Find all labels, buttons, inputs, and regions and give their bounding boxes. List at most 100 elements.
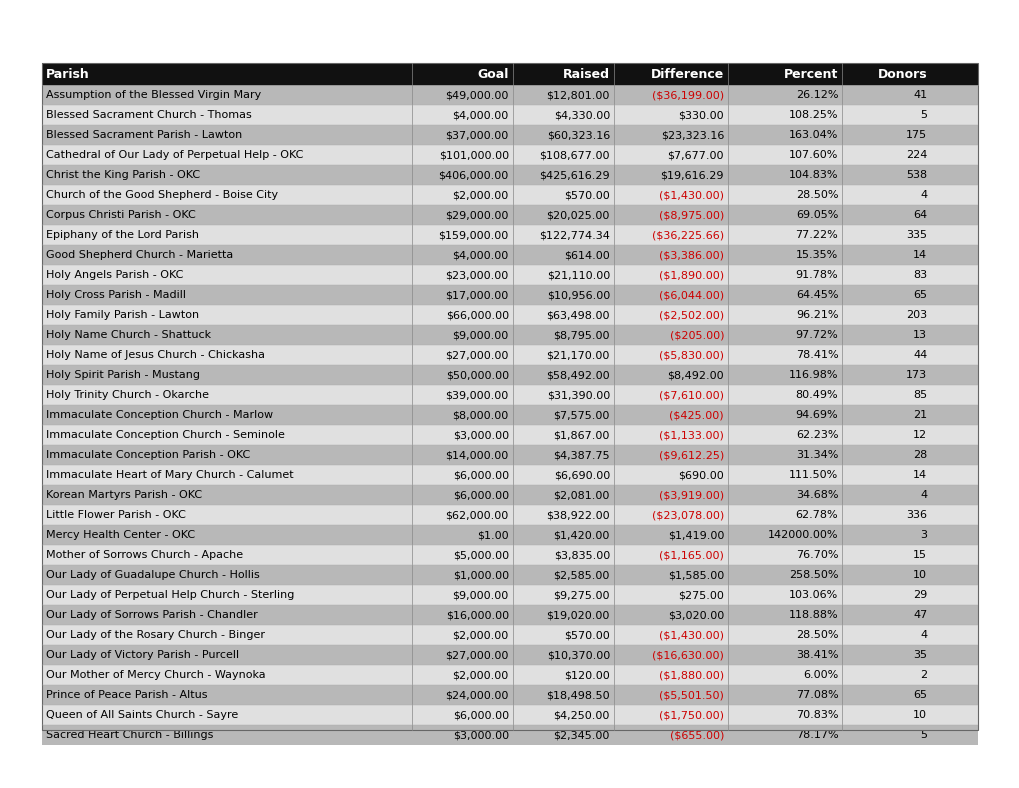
Text: $24,000.00: $24,000.00 (445, 690, 508, 700)
Text: $63,498.00: $63,498.00 (546, 310, 609, 320)
Text: ($1,430.00): ($1,430.00) (658, 190, 723, 200)
Text: $2,345.00: $2,345.00 (553, 730, 609, 740)
Text: Immaculate Conception Parish - OKC: Immaculate Conception Parish - OKC (46, 450, 250, 460)
Text: $4,000.00: $4,000.00 (452, 110, 508, 120)
Text: Mother of Sorrows Church - Apache: Mother of Sorrows Church - Apache (46, 550, 243, 560)
Bar (42, 665, 977, 685)
Text: 34.68%: 34.68% (795, 490, 838, 500)
Text: 29: 29 (912, 590, 926, 600)
Text: ($3,386.00): ($3,386.00) (658, 250, 723, 260)
Text: 5: 5 (919, 730, 926, 740)
Text: ($7,610.00): ($7,610.00) (658, 390, 723, 400)
Text: Good Shepherd Church - Marietta: Good Shepherd Church - Marietta (46, 250, 233, 260)
Text: 47: 47 (912, 610, 926, 620)
Bar (42, 705, 977, 725)
Text: $690.00: $690.00 (678, 470, 723, 480)
Text: $9,000.00: $9,000.00 (452, 590, 508, 600)
Text: $6,000.00: $6,000.00 (452, 710, 508, 720)
Text: Holy Family Parish - Lawton: Holy Family Parish - Lawton (46, 310, 199, 320)
Text: $60,323.16: $60,323.16 (546, 130, 609, 140)
Text: 77.08%: 77.08% (795, 690, 838, 700)
Text: $120.00: $120.00 (564, 670, 609, 680)
Text: 96.21%: 96.21% (795, 310, 838, 320)
Text: Blessed Sacrament Church - Thomas: Blessed Sacrament Church - Thomas (46, 110, 252, 120)
Bar (42, 545, 977, 565)
Bar (42, 205, 977, 225)
Bar (42, 285, 977, 305)
Text: 12: 12 (912, 430, 926, 440)
Text: 78.41%: 78.41% (795, 350, 838, 360)
Text: ($9,612.25): ($9,612.25) (658, 450, 723, 460)
Text: $7,677.00: $7,677.00 (666, 150, 723, 160)
Text: $10,370.00: $10,370.00 (546, 650, 609, 660)
Text: 76.70%: 76.70% (795, 550, 838, 560)
Text: ($36,225.66): ($36,225.66) (651, 230, 723, 240)
Text: 26.12%: 26.12% (795, 90, 838, 100)
Bar (42, 385, 977, 405)
Text: 13: 13 (912, 330, 926, 340)
Text: Our Mother of Mercy Church - Waynoka: Our Mother of Mercy Church - Waynoka (46, 670, 265, 680)
Bar (42, 565, 977, 585)
Text: $50,000.00: $50,000.00 (445, 370, 508, 380)
Text: $21,170.00: $21,170.00 (546, 350, 609, 360)
Text: 83: 83 (912, 270, 926, 280)
Text: $9,000.00: $9,000.00 (452, 330, 508, 340)
Bar (42, 165, 977, 185)
Text: 78.17%: 78.17% (795, 730, 838, 740)
Text: Immaculate Heart of Mary Church - Calumet: Immaculate Heart of Mary Church - Calume… (46, 470, 293, 480)
Text: $8,795.00: $8,795.00 (553, 330, 609, 340)
Text: $12,801.00: $12,801.00 (546, 90, 609, 100)
Text: ($5,501.50): ($5,501.50) (658, 690, 723, 700)
Text: ($2,502.00): ($2,502.00) (658, 310, 723, 320)
Bar (42, 145, 977, 165)
Text: 44: 44 (912, 350, 926, 360)
Text: $38,922.00: $38,922.00 (546, 510, 609, 520)
Text: 6.00%: 6.00% (802, 670, 838, 680)
Text: ($1,430.00): ($1,430.00) (658, 630, 723, 640)
Text: $66,000.00: $66,000.00 (445, 310, 508, 320)
Text: ($1,165.00): ($1,165.00) (658, 550, 723, 560)
Text: Holy Name Church - Shattuck: Holy Name Church - Shattuck (46, 330, 211, 340)
Text: 38.41%: 38.41% (795, 650, 838, 660)
Text: 175: 175 (905, 130, 926, 140)
Text: 2: 2 (919, 670, 926, 680)
Text: Epiphany of the Lord Parish: Epiphany of the Lord Parish (46, 230, 199, 240)
Text: $39,000.00: $39,000.00 (445, 390, 508, 400)
Bar (42, 63, 977, 85)
Bar (42, 585, 977, 605)
Text: $6,000.00: $6,000.00 (452, 490, 508, 500)
Text: $1,419.00: $1,419.00 (667, 530, 723, 540)
Text: $1,585.00: $1,585.00 (667, 570, 723, 580)
Text: ($5,830.00): ($5,830.00) (658, 350, 723, 360)
Text: Goal: Goal (477, 68, 508, 80)
Text: 142000.00%: 142000.00% (767, 530, 838, 540)
Text: $8,000.00: $8,000.00 (452, 410, 508, 420)
Text: $21,110.00: $21,110.00 (546, 270, 609, 280)
Text: 15.35%: 15.35% (795, 250, 838, 260)
Text: $4,330.00: $4,330.00 (553, 110, 609, 120)
Text: 14: 14 (912, 470, 926, 480)
Text: 94.69%: 94.69% (795, 410, 838, 420)
Text: $58,492.00: $58,492.00 (546, 370, 609, 380)
Bar (42, 105, 977, 125)
Text: Parish: Parish (46, 68, 90, 80)
Text: 336: 336 (905, 510, 926, 520)
Text: $570.00: $570.00 (564, 630, 609, 640)
Bar (42, 445, 977, 465)
Text: $62,000.00: $62,000.00 (445, 510, 508, 520)
Text: 4: 4 (919, 190, 926, 200)
Text: Immaculate Conception Church - Seminole: Immaculate Conception Church - Seminole (46, 430, 284, 440)
Text: $1,867.00: $1,867.00 (553, 430, 609, 440)
Bar (42, 625, 977, 645)
Text: Sacred Heart Church - Billings: Sacred Heart Church - Billings (46, 730, 213, 740)
Text: $19,616.29: $19,616.29 (660, 170, 723, 180)
Text: 538: 538 (905, 170, 926, 180)
Text: 97.72%: 97.72% (795, 330, 838, 340)
Text: $3,020.00: $3,020.00 (667, 610, 723, 620)
Text: 62.78%: 62.78% (795, 510, 838, 520)
Text: 65: 65 (912, 290, 926, 300)
Text: $3,835.00: $3,835.00 (553, 550, 609, 560)
Text: 69.05%: 69.05% (795, 210, 838, 220)
Text: ($205.00): ($205.00) (668, 330, 723, 340)
Text: Korean Martyrs Parish - OKC: Korean Martyrs Parish - OKC (46, 490, 202, 500)
